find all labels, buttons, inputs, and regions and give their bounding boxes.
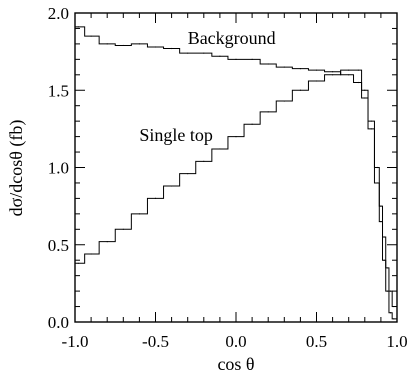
series-single-top-point [251,123,253,125]
y-tick-label: 0.0 [48,313,69,332]
series-single-top-point [357,69,359,71]
series-background-point [122,44,124,47]
series-background-point [299,68,301,70]
series-background-point [315,69,318,71]
series-background-point [90,35,92,37]
series-background-point [138,43,140,45]
series-single-top-point [138,213,140,215]
series-single-top-point [370,128,372,130]
series-background-point [187,52,189,54]
series-single-top-point [283,100,285,102]
series-single-top-point [389,312,392,314]
series-background-point [383,236,385,238]
series-single-top-point [106,241,108,243]
series-background-point [154,46,157,48]
series-single-top-point [122,228,124,230]
series-single-top-point [219,148,221,150]
series-single-top-point [90,253,92,255]
series-single-top-point [364,89,366,91]
series-background-point [357,81,359,84]
series-single-top-point [386,290,388,292]
x-tick-label: 1.0 [386,332,407,351]
series-background-point [77,26,79,28]
annotation-layer: Background Single top [139,28,275,145]
y-tick-label: 1.0 [48,159,69,178]
x-tick-label: 0.0 [225,332,246,351]
series-annotation: Single top [139,125,213,145]
series-background-point [267,63,269,65]
y-tick-label: 0.5 [48,236,69,255]
x-tick-label: -0.5 [142,332,169,351]
series-background-point [386,267,388,269]
series-background-point [106,43,108,45]
series-background-point [283,66,285,68]
series-single-top-point [393,318,395,320]
series-single-top-point [348,69,350,71]
series-background-point [203,52,205,54]
series-background-point [219,55,221,57]
series-background-point [332,71,334,73]
series-background-line [75,26,397,308]
series-background-point [370,120,372,122]
series-single-top-point [187,173,189,175]
series-background-point [348,74,350,76]
y-axis-label: dσ/dcosθ (fb) [6,120,27,217]
series-single-top-point [203,160,205,162]
y-ticks: 0.0 0.5 1.0 1.5 2.0 [48,4,397,332]
x-axis-label: cos θ [217,354,254,374]
series-background-point [235,58,237,60]
x-ticks: -1.0 -0.5 0.0 0.5 1.0 [62,13,408,351]
series-single-top-point [315,80,318,82]
series-background-point [393,305,395,308]
series-background-point [389,290,392,292]
series-single-top-point [154,197,157,199]
series-background-point [251,58,253,60]
y-tick-label: 2.0 [48,4,69,23]
y-tick-label: 1.5 [48,81,69,100]
x-tick-label: 0.5 [306,332,327,351]
series-single-top-line [75,69,397,320]
series-single-top-point [171,185,173,187]
series-single-top-point [380,220,382,223]
series-single-top-point [267,111,269,113]
x-tick-label: -1.0 [62,332,89,351]
series-background-point [377,166,379,169]
series-annotation: Background [188,28,276,48]
series-single-top-point [299,89,301,91]
series-single-top-point [235,136,237,138]
series-single-top-point [332,74,334,76]
series-background-point [380,205,382,207]
series-single-top-point [377,182,379,184]
series-layer [75,26,397,320]
series-single-top-point [383,259,385,261]
series-background-point [171,47,173,50]
series-background-point [364,97,366,99]
series-single-top-point [77,262,79,264]
